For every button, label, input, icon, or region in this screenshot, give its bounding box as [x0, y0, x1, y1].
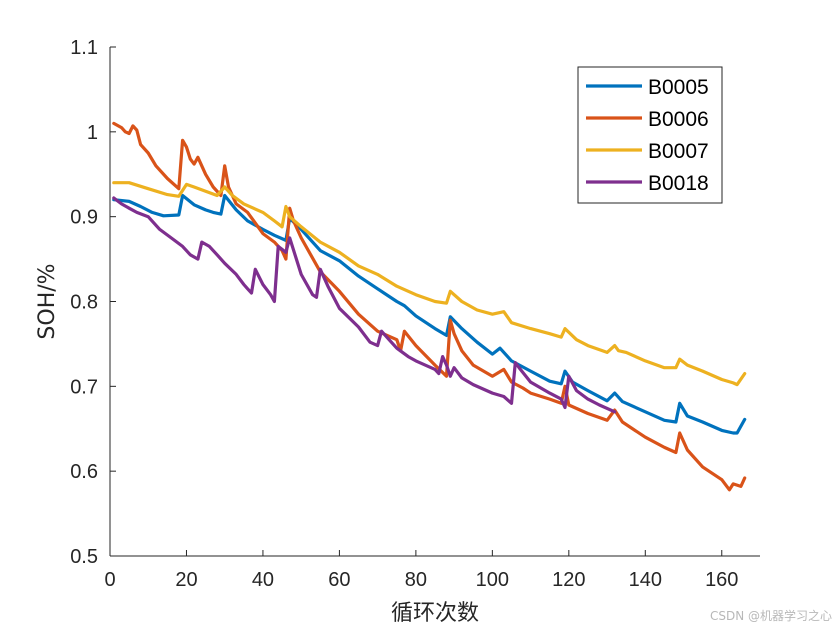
legend-label-b0018: B0018 — [648, 172, 709, 195]
legend: B0005 B0006 B0007 B0018 — [577, 66, 723, 204]
x-tick-label: 0 — [104, 569, 115, 591]
y-tick-label: 0.6 — [70, 461, 98, 483]
series-line-b0018 — [112, 196, 617, 414]
x-tick-label: 80 — [405, 569, 427, 591]
legend-label-b0006: B0006 — [648, 108, 709, 131]
x-tick-label: 100 — [476, 569, 509, 591]
y-tick-label: 0.9 — [70, 207, 98, 229]
x-tick-label: 120 — [552, 569, 585, 591]
y-tick-label: 0.7 — [70, 376, 98, 398]
legend-label-b0007: B0007 — [648, 140, 709, 163]
y-tick-label: 1.1 — [70, 37, 98, 59]
series-line-b0007 — [112, 181, 747, 387]
legend-label-b0005: B0005 — [648, 76, 709, 99]
y-tick-label: 1 — [87, 122, 98, 144]
x-tick-label: 140 — [629, 569, 662, 591]
y-axis-label: SOH/% — [35, 263, 60, 339]
axes: 0 20 40 60 80 100 120 140 160 0.5 0.6 0.7 0.8 0.9 1 1.1 — [70, 37, 760, 591]
y-tick-label: 0.8 — [70, 292, 98, 314]
x-tick-label: 20 — [175, 569, 197, 591]
legend-box — [577, 66, 723, 204]
x-axis-label: 循环次数 — [391, 601, 479, 626]
y-tick-label: 0.5 — [70, 546, 98, 568]
x-tick-label: 40 — [252, 569, 274, 591]
series-line-b0005 — [112, 193, 747, 435]
series-layer — [112, 121, 747, 492]
x-tick-label: 60 — [328, 569, 350, 591]
watermark: CSDN @机器学习之心 — [709, 609, 832, 623]
x-tick-label: 160 — [705, 569, 738, 591]
